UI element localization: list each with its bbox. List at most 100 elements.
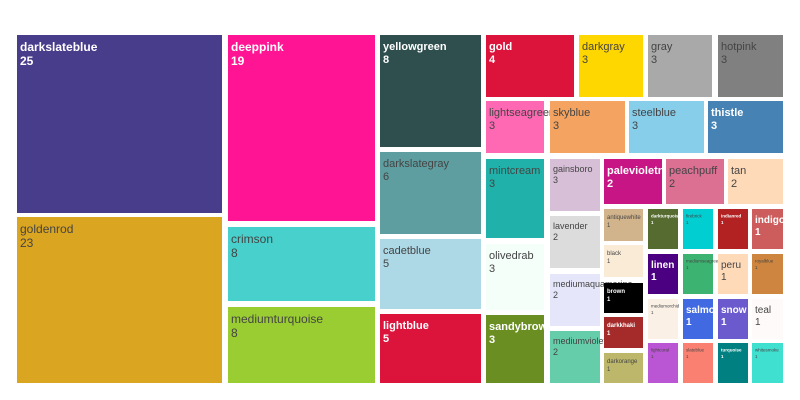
tile-rect[interactable]	[752, 254, 783, 294]
tile-rect[interactable]	[718, 209, 748, 249]
tile-rect[interactable]	[648, 299, 678, 339]
tile-rect[interactable]	[718, 343, 748, 383]
tile-rect[interactable]	[683, 343, 713, 383]
tile-rect[interactable]	[486, 315, 544, 383]
tile-darkkhaki[interactable]: darkkhaki 1	[604, 317, 643, 348]
tile-rect[interactable]	[486, 101, 544, 153]
tile-rect[interactable]	[604, 245, 643, 277]
tile-rect[interactable]	[17, 35, 222, 213]
tile-rect[interactable]	[579, 35, 643, 97]
tile-rect[interactable]	[380, 35, 481, 147]
tile-rect[interactable]	[550, 159, 600, 211]
tile-label: slateblue	[686, 348, 705, 353]
tile-darkorange[interactable]: darkorange 1	[604, 353, 643, 383]
tile-rect[interactable]	[380, 314, 481, 383]
tile-black[interactable]: black 1	[604, 245, 643, 277]
tile-rect[interactable]	[486, 244, 544, 310]
tile-rect[interactable]	[683, 209, 713, 249]
tile-rect[interactable]	[752, 209, 783, 249]
tile-rect[interactable]	[648, 254, 678, 294]
tile-rect[interactable]	[629, 101, 704, 153]
tile-rect[interactable]	[604, 353, 643, 383]
tile-rect[interactable]	[604, 159, 662, 204]
tile-rect[interactable]	[550, 101, 625, 153]
tile-rect[interactable]	[728, 159, 783, 204]
tile-rect[interactable]	[380, 152, 481, 234]
tile-rect[interactable]	[708, 101, 783, 153]
tile-rect[interactable]	[648, 209, 678, 249]
tile-rect[interactable]	[17, 217, 222, 383]
tile-rect[interactable]	[752, 299, 783, 339]
tile-rect[interactable]	[752, 343, 783, 383]
tile-rect[interactable]	[648, 343, 678, 383]
tile-brown[interactable]: brown 1	[604, 283, 643, 313]
tile-rect[interactable]	[604, 209, 643, 241]
tile-label: whitesmoke	[755, 348, 779, 353]
tile-rect[interactable]	[486, 35, 574, 97]
tile-rect[interactable]	[550, 274, 600, 326]
tile-rect[interactable]	[486, 159, 544, 238]
tile-rect[interactable]	[550, 216, 600, 268]
tile-rect[interactable]	[666, 159, 724, 204]
tile-rect[interactable]	[718, 299, 748, 339]
tile-rect[interactable]	[604, 317, 643, 348]
tile-rect[interactable]	[683, 299, 713, 339]
tile-rect[interactable]	[648, 35, 712, 97]
tile-antiquewhite[interactable]: antiquewhite 1	[604, 209, 643, 241]
tile-rect[interactable]	[228, 35, 375, 221]
tile-rect[interactable]	[380, 239, 481, 309]
tile-rect[interactable]	[718, 254, 748, 294]
tile-rect[interactable]	[683, 254, 713, 294]
tile-rect[interactable]	[604, 283, 643, 313]
tile-rect[interactable]	[550, 331, 600, 383]
tile-rect[interactable]	[228, 307, 375, 383]
tile-rect[interactable]	[718, 35, 783, 97]
tile-label: mediumvioletred	[553, 336, 619, 346]
tile-rect[interactable]	[228, 227, 375, 301]
tile-value: 2	[669, 178, 675, 190]
